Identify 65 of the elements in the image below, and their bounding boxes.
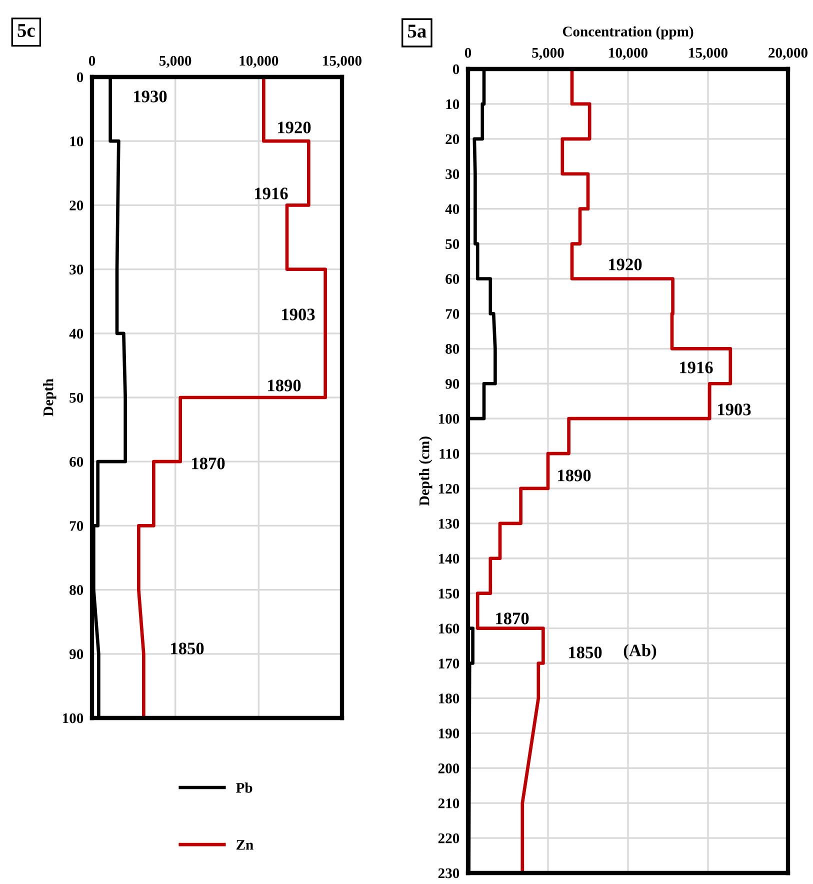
legend-label: Zn (236, 840, 254, 850)
annotation: 1890 (268, 380, 301, 392)
y-tick-label: 120 (438, 484, 460, 494)
y-tick-label: 90 (445, 378, 460, 389)
annotation: 1920 (278, 122, 311, 134)
y-tick-label: 30 (70, 264, 84, 275)
y-tick-label: 50 (446, 239, 460, 249)
y-tick-label: 20 (70, 200, 84, 210)
y-tick-label: 0 (452, 64, 460, 74)
chart-title: 5c (18, 24, 35, 37)
annotation: 1916 (680, 362, 713, 374)
y-tick-label: 30 (446, 169, 460, 180)
annotation: 1870 (192, 458, 225, 470)
x-tick-label: 10,000 (609, 48, 648, 60)
annotation: (Ab) (624, 644, 656, 660)
annotation: 1890 (558, 470, 591, 482)
chart-title: 5a (408, 24, 426, 38)
y-tick-label: 160 (438, 624, 460, 634)
y-tick-label: 140 (438, 554, 460, 564)
y-tick-label: 40 (445, 204, 460, 214)
y-tick-label: 70 (70, 521, 84, 531)
y-tick-label: 90 (69, 649, 84, 660)
y-tick-label: 180 (438, 694, 460, 704)
y-tick-label: 130 (438, 518, 460, 529)
y-tick-label: 40 (69, 328, 84, 339)
legend-label: Pb (236, 782, 252, 793)
y-tick-label: 20 (446, 134, 460, 144)
y-tick-label: 70 (446, 309, 460, 319)
x-tick-label: 0 (88, 56, 96, 66)
y-tick-label: 220 (438, 833, 460, 844)
x-tick-label: 15,000 (689, 48, 728, 60)
y-tick-label: 110 (440, 448, 460, 459)
y-tick-label: 60 (70, 456, 84, 467)
y-tick-label: 230 (438, 868, 460, 878)
x-tick-label: 15,000 (323, 56, 362, 68)
annotation: 1920 (609, 258, 642, 270)
x-tick-label: 5,000 (160, 56, 192, 68)
annotation: 1916 (255, 188, 288, 200)
y-tick-label: 10 (70, 136, 84, 146)
y-tick-label: 0 (76, 72, 84, 82)
y-tick-label: 80 (70, 585, 84, 596)
annotation: 1850 (171, 642, 204, 654)
y-tick-label: 50 (70, 392, 84, 403)
annotation: 1850 (569, 646, 602, 658)
annotation: 1903 (718, 404, 751, 416)
y-tick-label: 150 (438, 588, 460, 599)
annotation: 1903 (282, 308, 315, 320)
y-tick-label: 190 (438, 728, 460, 738)
x-tick-label: 10,000 (240, 56, 278, 68)
y-tick-label: 80 (446, 344, 460, 354)
x-tick-label: 5,000 (532, 48, 564, 60)
y-tick-label: 170 (438, 658, 460, 668)
y-axis-title: Depth (cm) (419, 436, 432, 506)
y-tick-label: 100 (438, 414, 460, 424)
y-tick-label: 210 (438, 798, 460, 808)
y-axis-title: Depth (43, 378, 56, 416)
x-tick-label: 20,000 (768, 48, 808, 60)
x-axis-title: Concentration (ppm) (562, 26, 694, 40)
y-tick-label: 60 (446, 274, 460, 284)
y-tick-label: 10 (446, 99, 460, 110)
y-tick-label: 200 (438, 763, 460, 774)
x-tick-label: 0 (464, 48, 472, 58)
y-tick-label: 100 (62, 713, 84, 724)
annotation: 1930 (134, 90, 167, 102)
annotation: 1870 (496, 612, 529, 624)
